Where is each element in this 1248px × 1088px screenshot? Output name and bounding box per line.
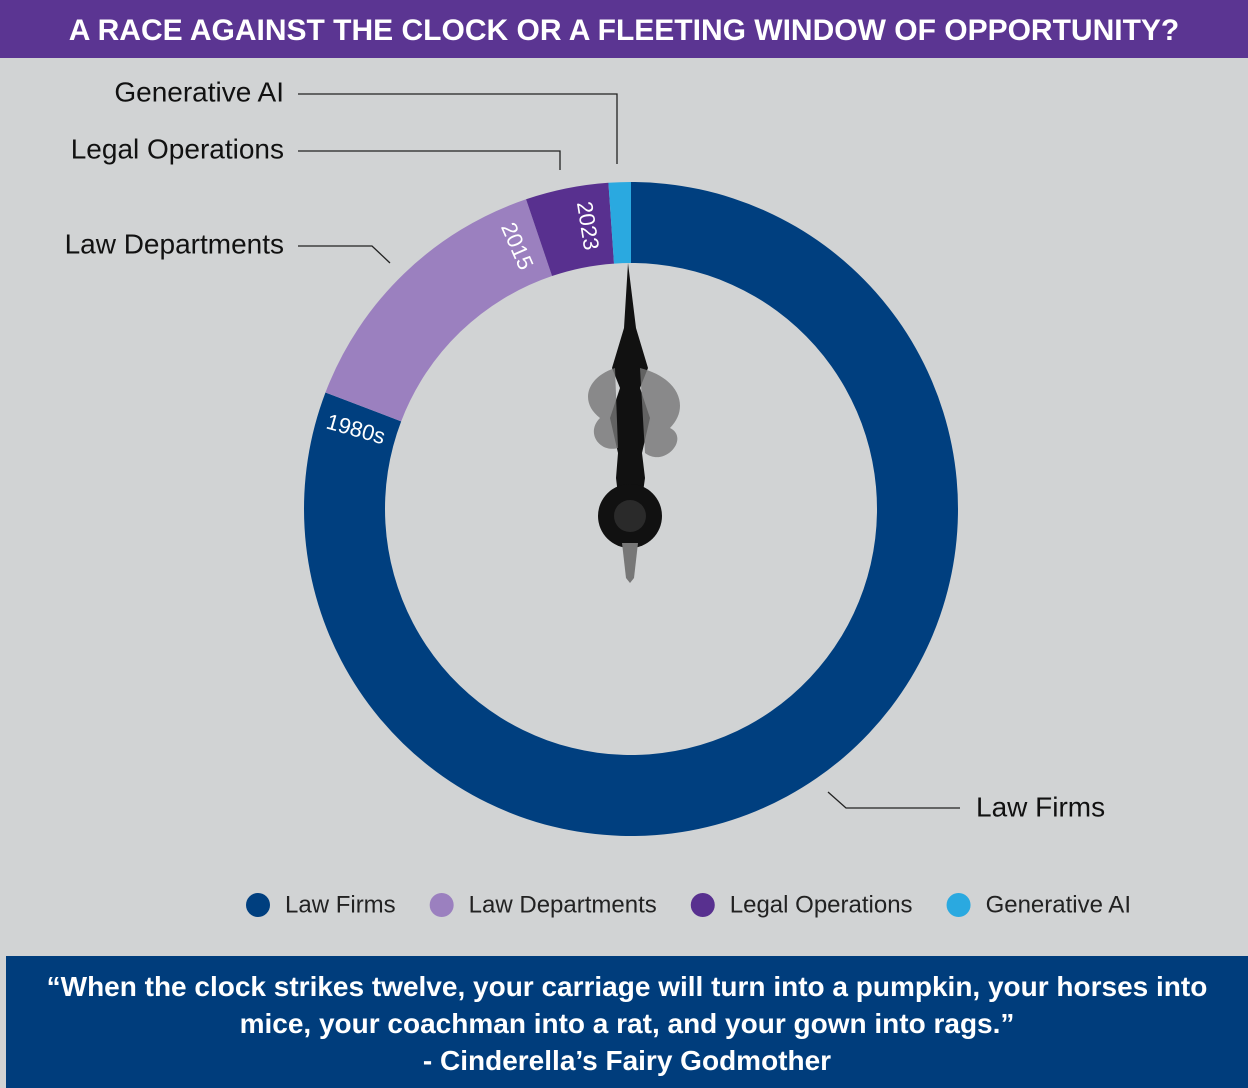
legend-swatch xyxy=(429,893,454,917)
callout-line xyxy=(827,791,960,809)
callout-line xyxy=(298,93,618,164)
callout-label: Legal Operations xyxy=(71,133,284,164)
callout-line xyxy=(298,245,391,264)
title: A RACE AGAINST THE CLOCK OR A FLEETING W… xyxy=(0,0,1248,58)
quote-line: “When the clock strikes twelve, your car… xyxy=(46,971,1208,1002)
clock-hand xyxy=(588,263,680,583)
legend-label: Law Departments xyxy=(469,891,657,918)
callout-label: Law Firms xyxy=(976,791,1105,822)
legend-swatch xyxy=(690,893,715,917)
callout-label: Generative AI xyxy=(114,76,284,107)
legend-label: Law Firms xyxy=(285,891,396,918)
attribution: - Cinderella’s Fairy Godmother xyxy=(422,1045,832,1076)
legend-swatch xyxy=(246,893,270,917)
quote-box: “When the clock strikes twelve, your car… xyxy=(6,956,1248,1088)
donut-segment xyxy=(526,182,615,277)
callout-label: Law Departments xyxy=(65,228,284,259)
legend-swatch xyxy=(946,893,971,917)
quote-line: mice, your coachman into a rat, and your… xyxy=(239,1008,1015,1039)
legend-label: Generative AI xyxy=(986,891,1131,918)
donut-segment xyxy=(325,199,553,422)
legend-label: Legal Operations xyxy=(730,891,913,918)
donut-segment xyxy=(608,182,631,264)
callout-line xyxy=(298,150,561,170)
